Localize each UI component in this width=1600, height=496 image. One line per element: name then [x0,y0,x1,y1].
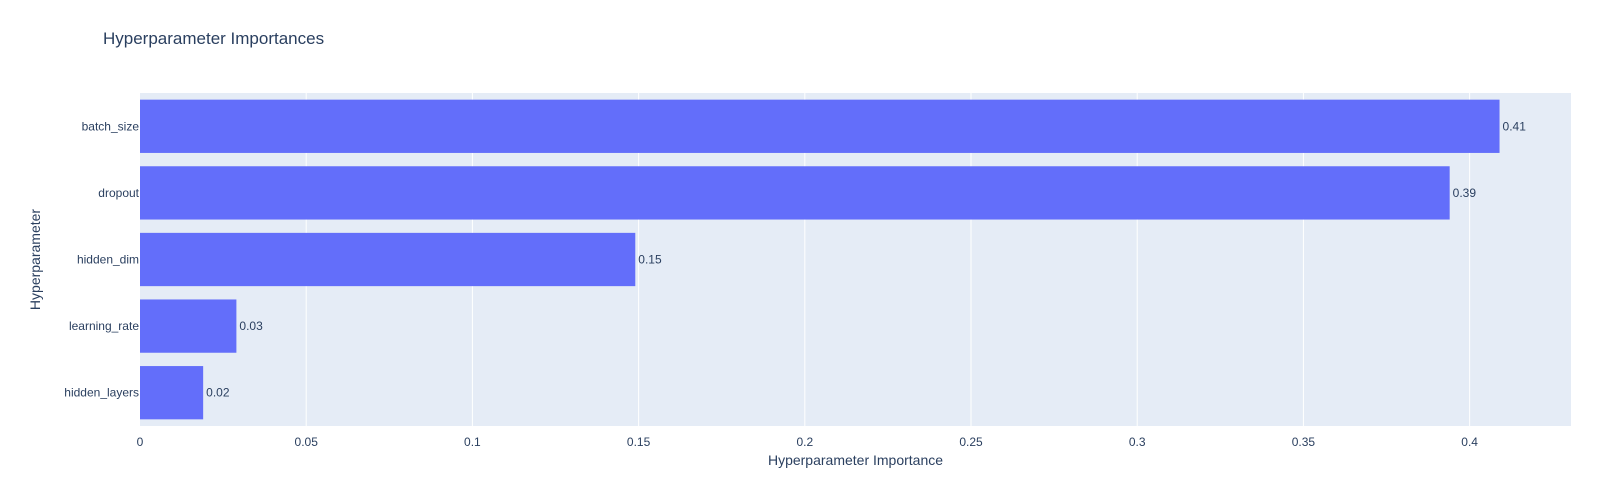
bar-hidden-layers [140,366,204,420]
data-labels: 0.41 0.39 0.15 0.03 0.02 [206,119,1526,399]
bars [140,99,1500,420]
bar-hidden-dim [140,232,636,287]
data-label: 0.02 [206,386,230,400]
data-label: 0.15 [638,253,662,267]
x-tick-label: 0.15 [627,435,651,449]
x-axis-ticks: 0 0.05 0.1 0.15 0.2 0.25 0.3 0.35 0.4 [137,435,1479,449]
y-axis-title: Hyperparameter [27,209,43,310]
x-tick-label: 0.25 [959,435,983,449]
bar-learning-rate [140,299,237,353]
bar-batch-size [140,99,1500,153]
y-tick-label: hidden_dim [77,253,139,267]
y-tick-label: hidden_layers [64,386,139,400]
x-axis-title: Hyperparameter Importance [768,452,943,468]
data-label: 0.03 [239,319,263,333]
x-tick-label: 0 [137,435,144,449]
chart-title: Hyperparameter Importances [103,29,324,48]
data-label: 0.39 [1453,186,1477,200]
x-tick-label: 0.05 [295,435,319,449]
data-label: 0.41 [1503,119,1527,133]
y-tick-label: learning_rate [69,319,139,333]
x-tick-label: 0.2 [796,435,813,449]
x-tick-label: 0.35 [1292,435,1316,449]
x-tick-label: 0.3 [1129,435,1146,449]
bar-dropout [140,166,1450,220]
y-tick-label: dropout [98,186,139,200]
x-tick-label: 0.1 [464,435,481,449]
y-tick-label: batch_size [82,119,140,133]
x-tick-label: 0.4 [1461,435,1478,449]
